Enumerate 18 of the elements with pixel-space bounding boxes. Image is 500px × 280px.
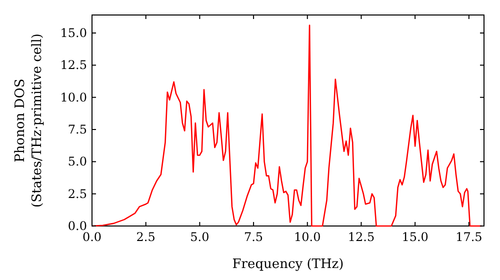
line-series — [91, 24, 482, 227]
y-tick-label: 15.0 — [60, 26, 87, 40]
x-tick-label: 0.0 — [82, 230, 102, 244]
x-tick-label: 17.5 — [456, 230, 482, 244]
x-tick-label: 2.5 — [136, 230, 156, 244]
x-tick-label: 10.0 — [294, 230, 321, 244]
x-axis-title: Frequency (THz) — [232, 257, 344, 272]
y-tick-label: 7.5 — [68, 122, 87, 137]
x-tick-label: 5.0 — [190, 230, 210, 244]
y-tick-label: 10.0 — [60, 90, 87, 104]
x-tick-label: 12.5 — [348, 230, 375, 244]
y-tick-label: 12.5 — [60, 58, 87, 72]
y-tick-label: 2.5 — [68, 186, 87, 201]
y-tick-label: 5.0 — [68, 154, 87, 169]
y-axis-title: Phonon DOS (States/THz·primitive cell) — [13, 33, 45, 208]
x-tick-label: 7.5 — [244, 230, 264, 244]
x-tick-label: 15.0 — [402, 230, 428, 244]
y-tick-label: 0.0 — [68, 219, 87, 233]
